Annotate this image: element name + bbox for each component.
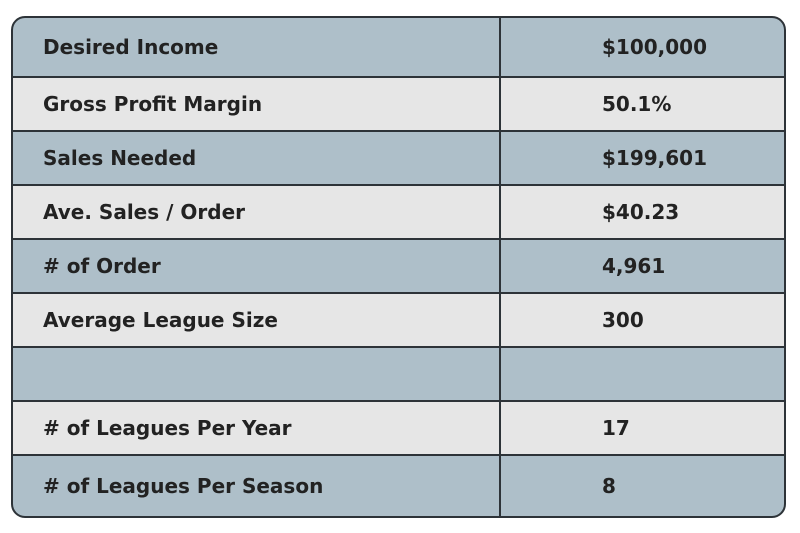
table-row: Sales Needed $199,601	[13, 132, 784, 186]
row-label: # of Leagues Per Year	[13, 402, 501, 454]
row-value: $100,000	[602, 35, 708, 59]
table-row: Desired Income $100,000	[13, 18, 784, 78]
row-value: $199,601	[602, 146, 708, 170]
row-value: 300	[602, 308, 644, 332]
table-row: Average League Size 300	[13, 294, 784, 348]
table-row: # of Leagues Per Year 17	[13, 402, 784, 456]
row-label: Sales Needed	[13, 132, 501, 184]
row-label: Average League Size	[13, 294, 501, 346]
row-label: # of Leagues Per Season	[13, 456, 501, 516]
row-value: 4,961	[602, 254, 666, 278]
table-row: # of Leagues Per Season 8	[13, 456, 784, 516]
row-value: 17	[602, 416, 630, 440]
row-value: 50.1%	[602, 92, 672, 116]
row-label: Desired Income	[13, 18, 501, 76]
row-label: # of Order	[13, 240, 501, 292]
row-value: $40.23	[602, 200, 680, 224]
row-label: Gross Profit Margin	[13, 78, 501, 130]
table-row: # of Order 4,961	[13, 240, 784, 294]
table-row: Gross Profit Margin 50.1%	[13, 78, 784, 132]
table-row: Ave. Sales / Order $40.23	[13, 186, 784, 240]
table-row	[13, 348, 784, 402]
row-value: 8	[602, 474, 616, 498]
income-table: Desired Income $100,000 Gross Profit Mar…	[11, 16, 786, 518]
row-value	[501, 348, 784, 400]
row-label: Ave. Sales / Order	[13, 186, 501, 238]
row-label	[13, 348, 501, 400]
